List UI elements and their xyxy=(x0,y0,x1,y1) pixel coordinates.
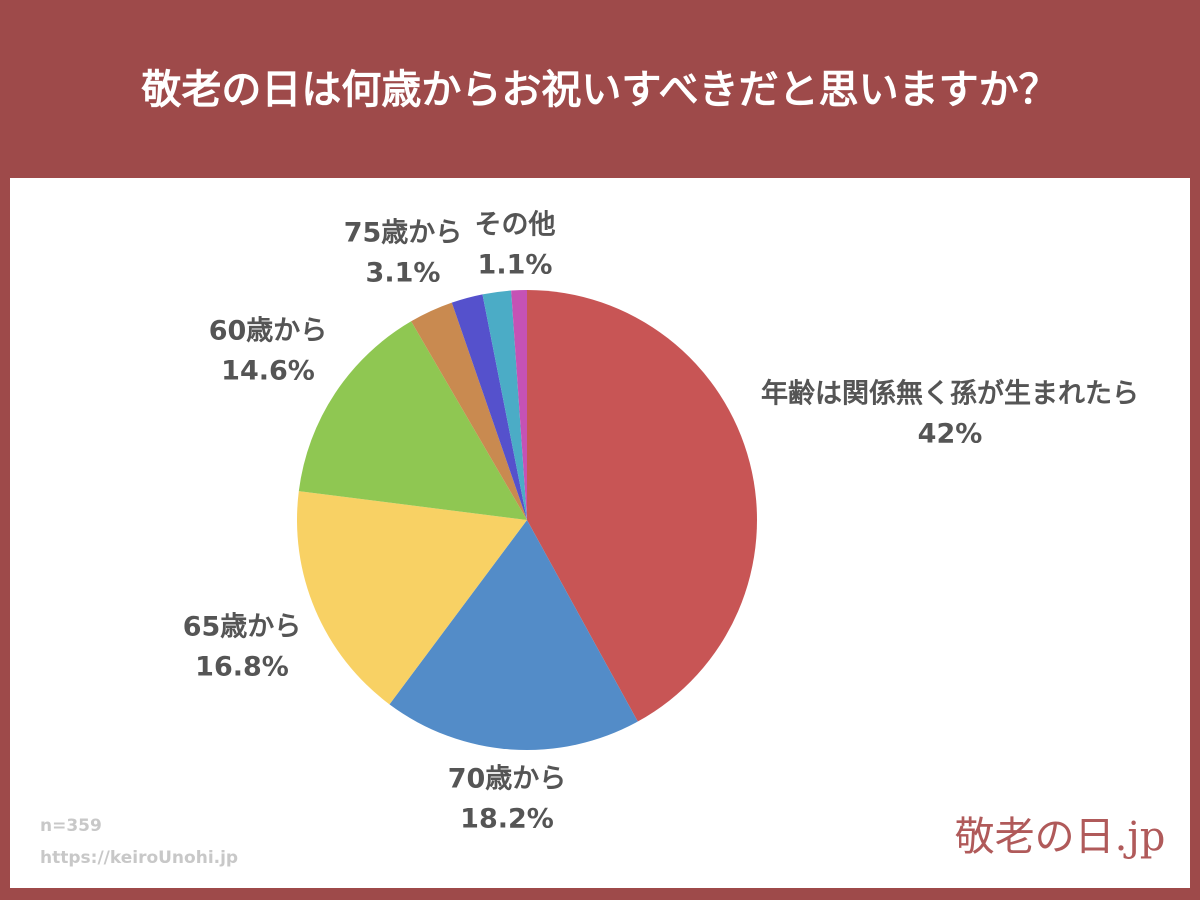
pie-slice xyxy=(297,491,527,705)
slice-label: 70歳から xyxy=(448,764,567,795)
value-label: 18.2% xyxy=(460,804,554,835)
slice-label: 75歳から xyxy=(344,218,463,249)
chart-title: 敬老の日は何歳からお祝いすべきだと思いますか？ xyxy=(140,67,1058,113)
slice-label: その他 xyxy=(475,210,556,241)
pie-slice xyxy=(411,302,527,520)
value-label: 42% xyxy=(918,419,983,450)
slice-label: 60歳から xyxy=(209,316,328,347)
pie-slice xyxy=(511,290,527,520)
pie-slice xyxy=(527,290,757,722)
value-label: 16.8% xyxy=(195,652,289,683)
pie-slice xyxy=(451,294,527,520)
logo: 敬老の日.jp xyxy=(955,814,1166,860)
value-label: 3.1% xyxy=(366,258,441,289)
pie-slice xyxy=(298,321,527,520)
slice-label: 年齢は関係無く孫が生まれたら xyxy=(761,378,1139,410)
pie-slice xyxy=(389,520,638,750)
value-label: 14.6% xyxy=(221,356,315,387)
value-label: 1.1% xyxy=(478,250,553,281)
pie-slice xyxy=(482,290,527,520)
slice-label: 65歳から xyxy=(183,612,302,643)
source-url[interactable]: https://keiroUnohi.jp xyxy=(40,848,238,868)
sample-size: n=359 xyxy=(40,816,102,836)
